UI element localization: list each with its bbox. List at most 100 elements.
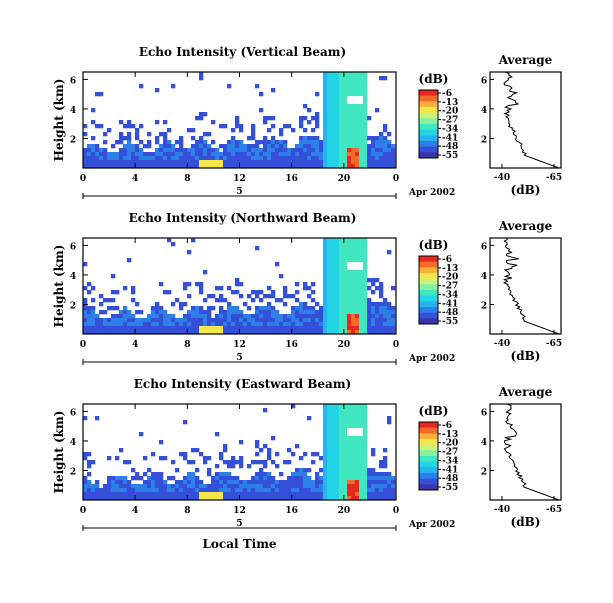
heatmap-cell xyxy=(91,298,96,303)
heatmap-cell xyxy=(179,318,184,323)
heatmap-cell xyxy=(331,156,336,161)
heatmap-cell xyxy=(139,476,144,481)
heatmap-cell xyxy=(319,326,324,331)
heatmap-cell xyxy=(335,302,340,307)
heatmap-cell xyxy=(247,148,252,153)
heatmap-cell xyxy=(351,266,356,271)
heatmap-cell xyxy=(163,160,168,165)
heatmap-cell xyxy=(219,318,224,323)
colorbar-tick-label: -34 xyxy=(442,124,458,134)
heatmap-cell xyxy=(267,310,272,315)
heatmap-cell xyxy=(339,420,344,425)
heatmap-cell xyxy=(363,104,368,109)
heatmap-cell xyxy=(367,298,372,303)
heatmap-cell xyxy=(371,326,376,331)
heatmap-cell xyxy=(387,492,392,497)
heatmap-cell xyxy=(103,318,108,323)
heatmap-cell xyxy=(271,294,276,299)
heatmap-cell xyxy=(291,484,296,489)
heatmap-cell xyxy=(227,464,232,469)
heatmap-cell xyxy=(271,492,276,497)
heatmap-cell xyxy=(227,326,232,331)
heatmap-cell xyxy=(355,258,360,263)
heatmap-cell xyxy=(199,318,204,323)
heatmap-cell xyxy=(339,108,344,113)
heatmap-cell xyxy=(303,306,308,311)
heatmap-cell xyxy=(287,294,292,299)
colorbar-segment xyxy=(419,427,438,434)
colorbar-segment xyxy=(419,307,438,313)
heatmap-cell xyxy=(263,484,268,489)
heatmap-cell xyxy=(155,148,160,153)
heatmap-cell xyxy=(259,298,264,303)
heatmap-cell xyxy=(255,144,260,149)
heatmap-cell xyxy=(227,148,232,153)
heatmap-cell xyxy=(87,310,92,315)
heatmap-cell xyxy=(223,152,228,157)
heatmap-cell xyxy=(343,274,348,279)
heatmap-cell xyxy=(227,472,232,477)
heatmap-cell xyxy=(347,246,352,251)
heatmap-cell xyxy=(355,318,360,323)
heatmap-cell xyxy=(319,314,324,319)
heatmap-cell xyxy=(323,120,328,125)
heatmap-cell xyxy=(379,310,384,315)
heatmap-cell xyxy=(191,310,196,315)
heatmap-cell xyxy=(327,92,332,97)
heatmap-cell xyxy=(155,152,160,157)
heatmap-cell xyxy=(323,404,328,409)
heatmap-cell xyxy=(239,326,244,331)
heatmap-cell xyxy=(215,314,220,319)
heatmap-cell xyxy=(255,472,260,477)
heatmap-cell xyxy=(243,314,248,319)
heatmap-cell xyxy=(167,492,172,497)
heatmap-cell xyxy=(299,330,304,335)
heatmap-cell xyxy=(327,440,332,445)
heatmap-cell xyxy=(171,460,176,465)
profile-x-label: -40 xyxy=(494,173,510,183)
heatmap-cell xyxy=(351,326,356,331)
heatmap-cell xyxy=(343,310,348,315)
colorbar-segment xyxy=(419,141,438,147)
heatmap-cell xyxy=(155,496,160,501)
heatmap-cell xyxy=(359,408,364,413)
heatmap-cell xyxy=(263,306,268,311)
heatmap-cell xyxy=(363,242,368,247)
heatmap-cell xyxy=(195,480,200,485)
heatmap-cell xyxy=(223,310,228,315)
heatmap-cell xyxy=(135,472,140,477)
heatmap-cell xyxy=(171,144,176,149)
heatmap-cell xyxy=(327,480,332,485)
heatmap-cell xyxy=(335,460,340,465)
heatmap-cell xyxy=(275,148,280,153)
heatmap-cell xyxy=(343,246,348,251)
heatmap-cell xyxy=(375,476,380,481)
heatmap-cell xyxy=(355,80,360,85)
heatmap-cell xyxy=(103,484,108,489)
heatmap-cell xyxy=(127,120,132,125)
heatmap-cell xyxy=(259,310,264,315)
heatmap-cell xyxy=(163,480,168,485)
heatmap-cell xyxy=(347,274,352,279)
heatmap-cell xyxy=(283,492,288,497)
heatmap-cell xyxy=(375,148,380,153)
profile-xlabel: (dB) xyxy=(511,515,541,529)
heatmap-cell xyxy=(327,436,332,441)
heatmap-cell xyxy=(155,476,160,481)
heatmap-cell xyxy=(303,310,308,315)
heatmap-cell xyxy=(339,408,344,413)
heatmap-cell xyxy=(351,124,356,129)
heatmap-cell xyxy=(327,84,332,89)
heatmap-cell xyxy=(199,480,204,485)
heatmap-cell xyxy=(339,112,344,117)
heatmap-cell xyxy=(351,294,356,299)
heatmap-cell xyxy=(351,254,356,259)
heatmap-cell xyxy=(223,318,228,323)
heatmap-cell xyxy=(195,156,200,161)
heatmap-cell xyxy=(323,258,328,263)
heatmap-cell xyxy=(187,496,192,501)
heatmap-cell xyxy=(267,160,272,165)
heatmap-cell xyxy=(367,286,372,291)
heatmap-cell xyxy=(347,112,352,117)
heatmap-cell xyxy=(167,156,172,161)
